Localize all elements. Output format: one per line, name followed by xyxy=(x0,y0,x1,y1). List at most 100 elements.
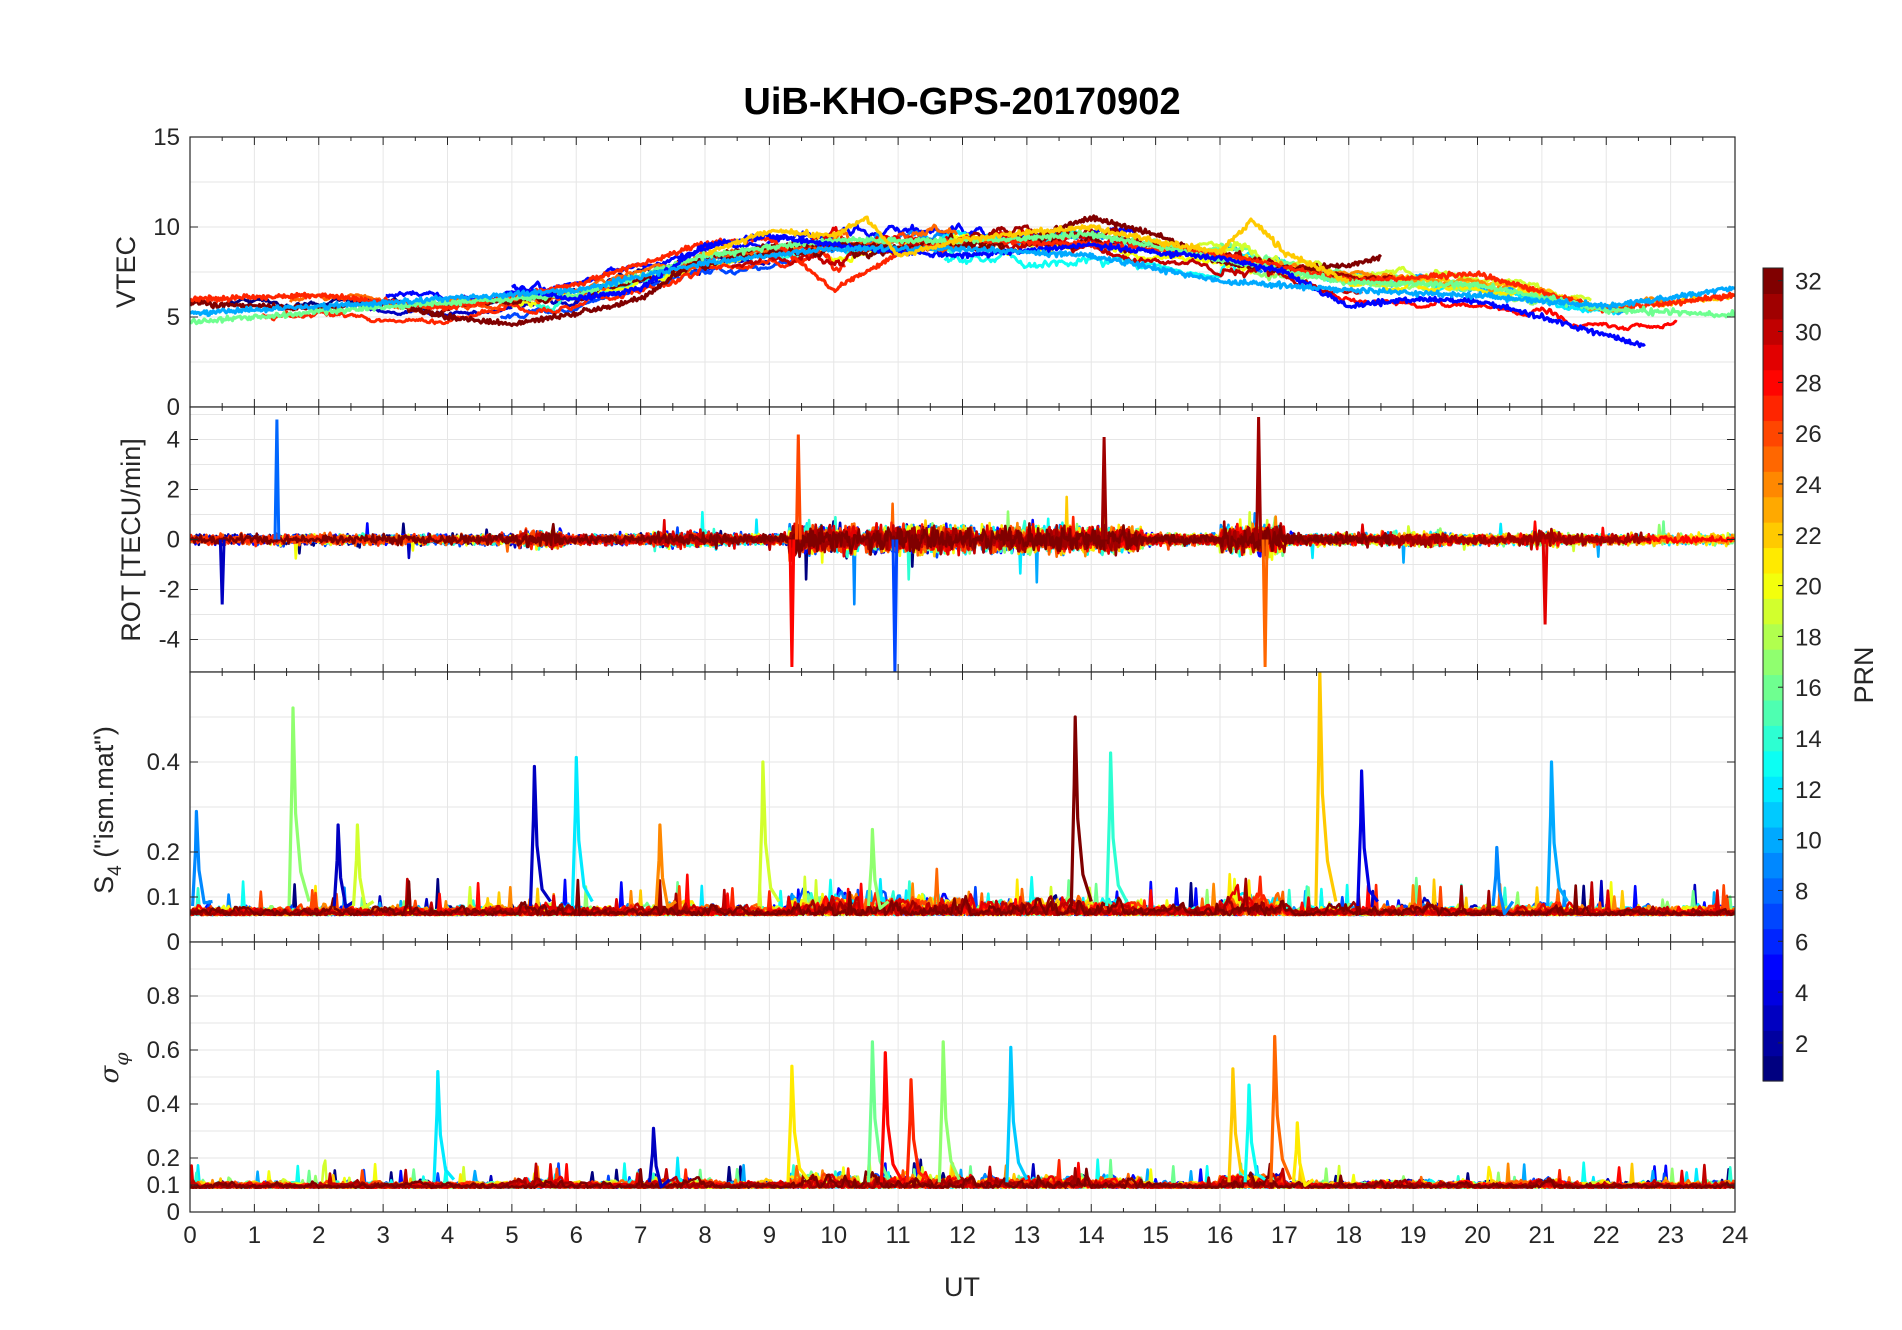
y-tick-label: 0 xyxy=(167,527,180,554)
s4-peak-prn-12 xyxy=(570,755,594,907)
x-tick-label: 6 xyxy=(570,1222,583,1249)
panel-s4-data xyxy=(190,672,1735,917)
colorbar-tick-label: 4 xyxy=(1795,980,1808,1007)
chart-title: UiB-KHO-GPS-20170902 xyxy=(743,81,1180,123)
panel-s4-ylabel-suffix: ("ism.mat") xyxy=(89,726,119,865)
colorbar-step xyxy=(1763,1030,1783,1057)
s4-peak-prn-22 xyxy=(1314,672,1338,907)
rot-peak-prn-7 xyxy=(891,539,899,672)
sigma-peak-prn-22 xyxy=(1227,1067,1251,1183)
colorbar-step xyxy=(1763,852,1783,879)
y-tick-label: 0.1 xyxy=(147,1172,180,1199)
colorbar-tick-label: 16 xyxy=(1795,675,1822,702)
panel-sigma-ylabel: σφ xyxy=(95,1052,133,1084)
x-tick-label: 17 xyxy=(1271,1222,1298,1249)
panel-sigma-ylabel-base: σ xyxy=(95,1065,125,1084)
x-tick-label: 2 xyxy=(312,1222,325,1249)
rot-peak-prn-3 xyxy=(218,539,226,605)
x-tick-label: 22 xyxy=(1593,1222,1620,1249)
colorbar-tick-label: 28 xyxy=(1795,370,1822,397)
y-tick-label: 0.2 xyxy=(147,839,180,866)
rot-peak-prn-25 xyxy=(1261,539,1269,668)
panel-s4: 0 0.1 0.2 0.4 S4 ("ism.mat") xyxy=(89,671,1736,956)
colorbar-tick-label: 10 xyxy=(1795,828,1822,855)
s4-peak-prn-9 xyxy=(191,809,213,907)
x-tick-label: 24 xyxy=(1722,1222,1749,1249)
s4-peak-prn-17 xyxy=(287,706,311,907)
x-tick-label: 20 xyxy=(1464,1222,1491,1249)
x-tick-label: 10 xyxy=(820,1222,847,1249)
rot-peak-prn-8 xyxy=(273,419,281,540)
y-tick-label: 0.8 xyxy=(147,983,180,1010)
x-tick-label: 9 xyxy=(763,1222,776,1249)
colorbar-step xyxy=(1763,420,1783,447)
panel-rot-ylabel: ROT [TECU/min] xyxy=(116,438,146,642)
colorbar-tick-label: 26 xyxy=(1795,421,1822,448)
x-tick-label: 12 xyxy=(949,1222,976,1249)
colorbar-step xyxy=(1763,903,1783,930)
colorbar-tick-label: 22 xyxy=(1795,523,1822,550)
s4-peak-prn-19 xyxy=(757,760,781,907)
x-axis-ticks: 0 1 2 3 4 5 6 7 8 9 10 11 12 13 14 15 16 17 18 19 20 21 22 23 24 xyxy=(183,1222,1748,1249)
colorbar-gradient xyxy=(1763,268,1783,1082)
colorbar-tick-label: 2 xyxy=(1795,1031,1808,1058)
panel-rot-y-ticks: -4 -2 0 2 4 xyxy=(159,407,1736,672)
x-tick-label: 14 xyxy=(1078,1222,1105,1249)
colorbar-step xyxy=(1763,471,1783,498)
colorbar-step xyxy=(1763,623,1783,650)
panel-vtec: 0 5 10 15 VTEC xyxy=(111,124,1736,421)
vtec-series-prn-22 xyxy=(704,215,1350,284)
sigma-peak-prn-3 xyxy=(648,1126,671,1189)
colorbar-step xyxy=(1763,776,1783,803)
y-tick-label: 0.2 xyxy=(147,1145,180,1172)
colorbar-step xyxy=(1763,725,1783,752)
colorbar-step xyxy=(1763,877,1783,904)
x-tick-label: 4 xyxy=(441,1222,454,1249)
sigma-peak-prn-27 xyxy=(905,1078,929,1183)
colorbar-tick-label: 6 xyxy=(1795,929,1808,956)
sigma-peak-prn-17 xyxy=(937,1040,961,1183)
colorbar-step xyxy=(1763,750,1783,777)
y-tick-label: -2 xyxy=(159,577,180,604)
colorbar-tick-label: 32 xyxy=(1795,269,1822,296)
colorbar-step xyxy=(1763,572,1783,599)
sigma-trace-prn-32 xyxy=(190,1162,1735,1189)
s4-peak-prn-9 xyxy=(1491,845,1515,916)
y-tick-label: 0.4 xyxy=(147,749,180,776)
x-tick-label: 11 xyxy=(886,1222,911,1249)
y-tick-label: 5 xyxy=(167,304,180,331)
panel-sigma-phi: 00.10.2 0.4 0.6 0.8 σφ xyxy=(95,941,1736,1226)
sigma-peak-prn-11 xyxy=(1005,1045,1029,1183)
rot-peak-prn-29 xyxy=(1541,539,1549,625)
y-tick-label: 10 xyxy=(153,214,180,241)
colorbar-step xyxy=(1763,522,1783,549)
colorbar-step xyxy=(1763,344,1783,371)
colorbar-tick-label: 18 xyxy=(1795,624,1822,651)
colorbar-step xyxy=(1763,928,1783,955)
colorbar-step xyxy=(1763,674,1783,701)
y-tick-label: 0.6 xyxy=(147,1037,180,1064)
s4-peak-prn-14 xyxy=(1105,751,1129,907)
x-tick-label: 3 xyxy=(376,1222,389,1249)
x-tick-label: 18 xyxy=(1335,1222,1362,1249)
x-tick-label: 21 xyxy=(1529,1222,1556,1249)
panel-sigma-data xyxy=(190,1034,1735,1189)
vtec-arc-prn-27 xyxy=(261,248,846,326)
x-tick-label: 5 xyxy=(505,1222,518,1249)
panel-s4-ylabel: S4 ("ism.mat") xyxy=(89,726,126,894)
colorbar-tick-label: 8 xyxy=(1795,878,1808,905)
s4-peak-prn-10 xyxy=(1546,760,1569,907)
s4-trace-prn-32 xyxy=(190,878,1735,917)
colorbar-step xyxy=(1763,826,1783,853)
x-tick-label: 7 xyxy=(634,1222,647,1249)
sigma-peak-prn-21 xyxy=(1291,1121,1315,1187)
s4-peak-prn-3 xyxy=(528,764,552,907)
x-tick-label: 13 xyxy=(1014,1222,1041,1249)
s4-peak-prn-32 xyxy=(1069,715,1093,907)
s4-peak-prn-4 xyxy=(1356,769,1379,907)
y-tick-label: 15 xyxy=(153,124,180,151)
colorbar-tick-label: 12 xyxy=(1795,777,1822,804)
colorbar-step xyxy=(1763,801,1783,828)
colorbar-step xyxy=(1763,496,1783,523)
colorbar-step xyxy=(1763,699,1783,726)
